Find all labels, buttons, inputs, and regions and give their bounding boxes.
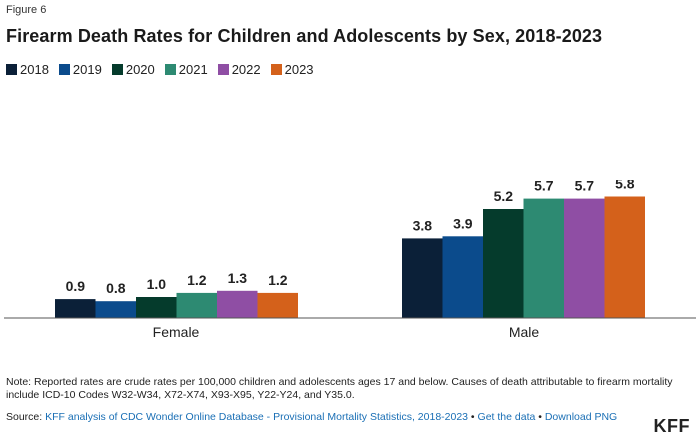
get-data-link[interactable]: Get the data — [477, 411, 536, 423]
bar-female-2018 — [55, 299, 96, 318]
legend-item-2020: 2020 — [111, 62, 155, 77]
bar-female-2023 — [257, 292, 298, 318]
legend-swatch-2018 — [6, 64, 17, 75]
data-label-female-2022: 1.3 — [228, 270, 248, 286]
bar-male-2020 — [483, 209, 524, 318]
source-separator-1: • — [468, 411, 478, 423]
data-label-male-2022: 5.7 — [575, 180, 595, 194]
bar-chart: 0.9 0.8 1.0 1.2 1.3 1.2 Female 3.8 3.9 5.2 5.7 5.7 5… — [4, 180, 696, 340]
legend-label-2023: 2023 — [284, 62, 314, 77]
bar-male-2023 — [604, 196, 645, 318]
data-label-male-2023: 5.8 — [615, 180, 635, 192]
data-label-female-2021: 1.2 — [187, 272, 207, 288]
bar-male-2022 — [564, 198, 605, 318]
bar-female-2019 — [95, 301, 136, 318]
legend-item-2023: 2023 — [270, 62, 314, 77]
legend-item-2018: 2018 — [6, 62, 49, 77]
data-label-female-2020: 1.0 — [147, 276, 167, 292]
legend-swatch-2023 — [270, 64, 282, 75]
x-tick-label-female: Female — [153, 324, 200, 340]
legend-label-2022: 2022 — [231, 62, 261, 77]
legend-item-2021: 2021 — [164, 62, 208, 77]
bar-female-2020 — [136, 297, 177, 318]
legend-label-2020: 2020 — [125, 62, 155, 77]
data-label-male-2020: 5.2 — [494, 188, 514, 204]
legend-label-2019: 2019 — [72, 62, 102, 77]
bar-female-2021 — [176, 292, 217, 318]
figure-label: Figure 6 — [6, 4, 47, 16]
data-label-male-2021: 5.7 — [534, 180, 554, 194]
legend-item-2019: 2019 — [58, 62, 102, 77]
x-tick-label-male: Male — [509, 324, 540, 340]
data-label-male-2018: 3.8 — [413, 217, 433, 233]
data-label-female-2018: 0.9 — [66, 278, 86, 294]
legend-item-2022: 2022 — [217, 62, 261, 77]
data-label-female-2019: 0.8 — [106, 280, 126, 296]
chart-note: Note: Reported rates are crude rates per… — [6, 376, 673, 401]
source-link[interactable]: KFF analysis of CDC Wonder Online Databa… — [45, 411, 469, 423]
data-label-male-2019: 3.9 — [453, 215, 473, 231]
bar-female-2022 — [217, 290, 258, 318]
source-separator-2: • — [535, 411, 545, 423]
data-label-female-2023: 1.2 — [268, 272, 288, 288]
legend-swatch-2022 — [217, 64, 229, 75]
legend-label-2021: 2021 — [178, 62, 208, 77]
legend-swatch-2020 — [111, 64, 123, 75]
legend-swatch-2021 — [164, 64, 176, 75]
chart-title: Firearm Death Rates for Children and Ado… — [6, 26, 603, 46]
legend-swatch-2019 — [58, 64, 70, 75]
bar-male-2019 — [442, 236, 483, 318]
source-line: Source: KFF analysis of CDC Wonder Onlin… — [6, 411, 656, 424]
source-prefix: Source: — [6, 411, 46, 423]
download-png-link[interactable]: Download PNG — [544, 411, 618, 423]
kff-logo: KFF — [653, 416, 690, 436]
bar-male-2018 — [402, 238, 443, 318]
bar-male-2021 — [523, 198, 564, 318]
legend-label-2018: 2018 — [20, 62, 49, 77]
legend: 2018 2019 2020 2021 2022 2023 — [6, 62, 314, 77]
